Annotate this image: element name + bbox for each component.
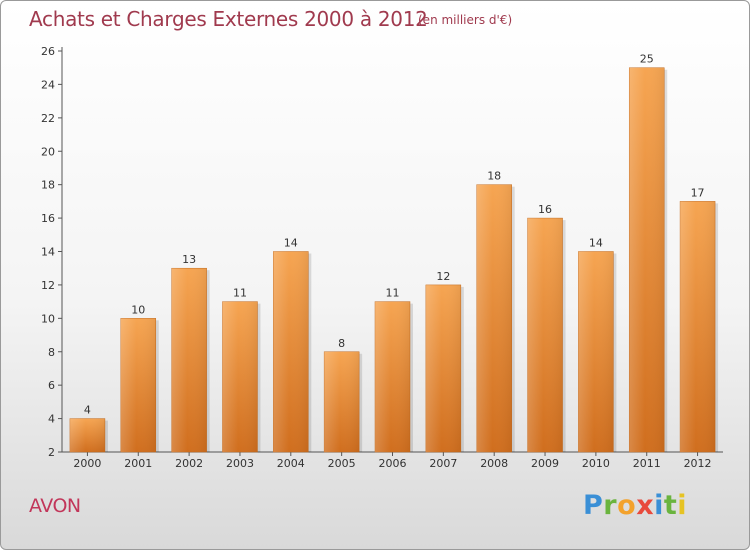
y-tick-label: 14 (41, 246, 55, 259)
bar-highlight (629, 67, 665, 452)
y-tick-label: 6 (48, 379, 55, 392)
y-tick-label: 10 (41, 312, 55, 325)
bar-highlight (120, 318, 156, 452)
bar-highlight (578, 251, 614, 452)
x-tick-label: 2012 (684, 457, 712, 470)
bar-highlight (476, 184, 512, 452)
x-tick-label: 2011 (633, 457, 661, 470)
logo-letter: P (583, 490, 604, 521)
bar-value-label: 17 (691, 186, 705, 199)
bar-value-label: 14 (589, 237, 603, 250)
logo-letter: i (677, 490, 688, 521)
x-tick-label: 2000 (73, 457, 101, 470)
y-tick-label: 24 (41, 78, 55, 91)
chart-title: Achats et Charges Externes 2000 à 2012 (29, 7, 428, 31)
x-tick-label: 2008 (480, 457, 508, 470)
bar-highlight (324, 351, 360, 452)
x-tick-label: 2009 (531, 457, 559, 470)
bar-highlight (527, 218, 563, 452)
bar-highlight (375, 301, 410, 452)
logo-letter: i (654, 490, 664, 521)
proxiti-logo[interactable]: Proxiti (583, 490, 687, 521)
y-tick-label: 20 (41, 145, 55, 158)
bar-highlight (171, 268, 207, 452)
y-tick-label: 16 (41, 212, 55, 225)
y-tick-label: 8 (48, 346, 55, 359)
x-tick-label: 2006 (379, 457, 407, 470)
bar-value-label: 18 (487, 170, 501, 183)
bar-value-label: 11 (386, 287, 400, 300)
x-tick-label: 2007 (429, 457, 457, 470)
logo-letter: o (617, 490, 637, 521)
bar-highlight (222, 301, 258, 452)
bar-value-label: 12 (436, 270, 450, 283)
y-tick-label: 22 (41, 112, 55, 125)
y-tick-label: 12 (41, 279, 55, 292)
x-tick-label: 2003 (226, 457, 254, 470)
bar-value-label: 11 (233, 287, 247, 300)
y-tick-label: 4 (48, 413, 55, 426)
x-tick-label: 2004 (277, 457, 305, 470)
x-tick-label: 2005 (328, 457, 356, 470)
logo-letter: t (663, 490, 678, 521)
bar-value-label: 25 (640, 53, 654, 66)
x-tick-label: 2010 (582, 457, 610, 470)
x-tick-label: 2002 (175, 457, 203, 470)
bar-value-label: 8 (338, 337, 345, 350)
y-tick-label: 26 (41, 45, 55, 58)
bar-highlight (425, 284, 461, 452)
logo-letter: x (636, 490, 655, 521)
bar-value-label: 14 (284, 237, 298, 250)
bar-value-label: 16 (538, 203, 552, 216)
place-name: AVON (29, 495, 81, 517)
y-tick-label: 2 (48, 446, 55, 459)
y-tick-label: 18 (41, 179, 55, 192)
bar-value-label: 13 (182, 253, 196, 266)
chart-unit: (en milliers d'€) (418, 13, 513, 27)
bar-highlight (69, 418, 105, 452)
logo-letter: r (603, 490, 618, 521)
bar-highlight (273, 251, 309, 452)
x-tick-label: 2001 (124, 457, 152, 470)
bar-value-label: 4 (84, 404, 91, 417)
bar-value-label: 10 (131, 303, 145, 316)
bar-highlight (680, 201, 716, 452)
